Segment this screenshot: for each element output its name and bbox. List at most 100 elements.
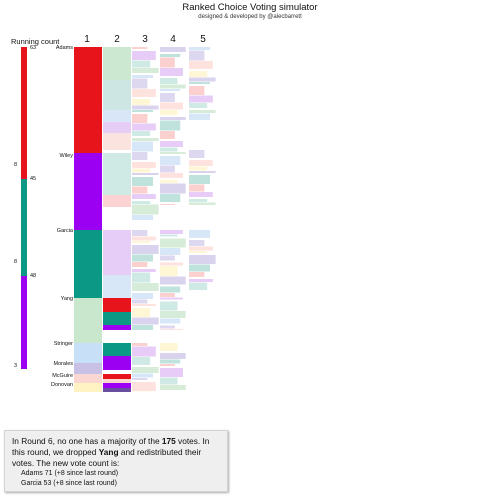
later-round-bar [189,272,205,277]
later-round-bar [160,165,175,173]
tally-item: Garcia 53 (+8 since last round) [21,479,117,487]
later-round-bar [160,84,186,89]
later-round-bar [189,240,205,246]
round1-bar [74,47,102,153]
dropped-candidate: Yang [98,447,119,457]
later-round-bar [160,262,183,266]
later-round-bar [132,325,153,330]
round1-bar [74,153,102,230]
later-round-bar [132,194,156,199]
later-round-bar [160,110,178,115]
round-header-2: 2 [114,34,120,45]
later-round-bar [132,272,151,283]
round2-bar [103,343,131,356]
later-round-bar [160,359,181,364]
app-credit: designed & developed by @alecbarrett [198,14,302,20]
later-round-bar [189,282,208,290]
later-round-bar [132,373,153,378]
round-header-4: 4 [170,34,176,45]
later-round-bar [160,286,181,293]
round2-bar [103,325,131,330]
later-round-bar [132,317,159,325]
later-round-bar [132,51,156,60]
later-round-bar [160,238,186,248]
later-round-bar [160,68,183,76]
round2-bar [103,230,131,275]
later-round-bar [189,113,210,120]
later-round-bar [160,234,178,237]
round-info-box[interactable]: In Round 6, no one has a majority of the… [4,430,228,492]
later-round-bar [160,147,178,152]
later-round-bar [160,364,175,366]
later-round-bar [160,329,183,330]
later-round-bar [132,367,159,373]
later-round-bar [160,204,175,205]
round2-bar [103,388,131,392]
round2-bar [103,122,131,133]
running-count-side-1: 8 [14,162,18,168]
round2-bar [103,356,131,363]
later-round-bar [132,293,153,299]
round1-bar [74,343,102,363]
later-round-bar [160,54,181,57]
candidate-label-morales: Morales [53,361,73,367]
candidate-label-wiley: Wiley [59,153,73,159]
later-round-bar [132,123,156,131]
later-round-bar [132,99,151,105]
candidate-label-adams: Adams [55,45,73,51]
later-round-bar [189,192,213,197]
candidate-label-garcia: Garcia [56,228,73,234]
running-count-side-3: 3 [14,363,18,369]
later-round-bar [160,377,178,385]
running-count-value-adams: 63 [30,45,37,51]
later-round-bar [132,78,148,89]
later-round-bar [132,254,153,262]
later-round-bar [189,264,210,272]
later-round-bar [189,230,210,238]
running-count-value-wiley: 48 [30,273,37,279]
later-round-bar [132,391,151,392]
later-round-bar [132,378,148,380]
later-round-bar [189,61,213,69]
round-info-text: In Round 6, no one has a majority of the… [12,436,210,468]
later-round-bar [160,276,186,285]
later-round-bar [160,248,181,255]
later-round-bar [132,162,156,168]
later-round-bar [189,50,205,61]
later-round-bar [132,131,151,136]
later-round-bar [132,299,148,304]
later-round-bar [189,184,205,192]
later-round-bar [132,201,151,204]
later-round-bar [132,47,148,49]
later-round-bar [160,117,186,120]
later-round-bar [132,269,156,272]
round2-bar [103,195,131,207]
round2-bar [103,379,131,383]
later-round-bar [189,47,210,50]
running-bar-wiley [21,276,27,369]
later-round-bar [160,255,175,261]
later-round-bar [160,131,175,139]
later-round-bar [132,283,159,291]
app-title: Ranked Choice Voting simulator [182,2,318,13]
later-round-bar [132,173,159,175]
later-round-bar [132,177,153,186]
later-round-bar [160,353,186,359]
later-round-bar [160,93,175,102]
round2-bar [103,47,131,80]
later-round-bar [132,215,153,220]
later-round-bar [132,308,151,317]
later-round-bar [160,194,181,202]
later-round-bar [189,160,213,166]
running-count-side-2: 8 [14,259,18,265]
later-round-bar [132,114,148,123]
round1-bar [74,374,102,383]
running-bar-adams [21,47,27,179]
later-round-bar [160,47,186,52]
round2-bar [103,153,131,195]
later-round-bar [189,166,208,171]
round1-bar [74,230,102,298]
later-round-bar [160,152,186,154]
later-round-bar [132,230,148,236]
